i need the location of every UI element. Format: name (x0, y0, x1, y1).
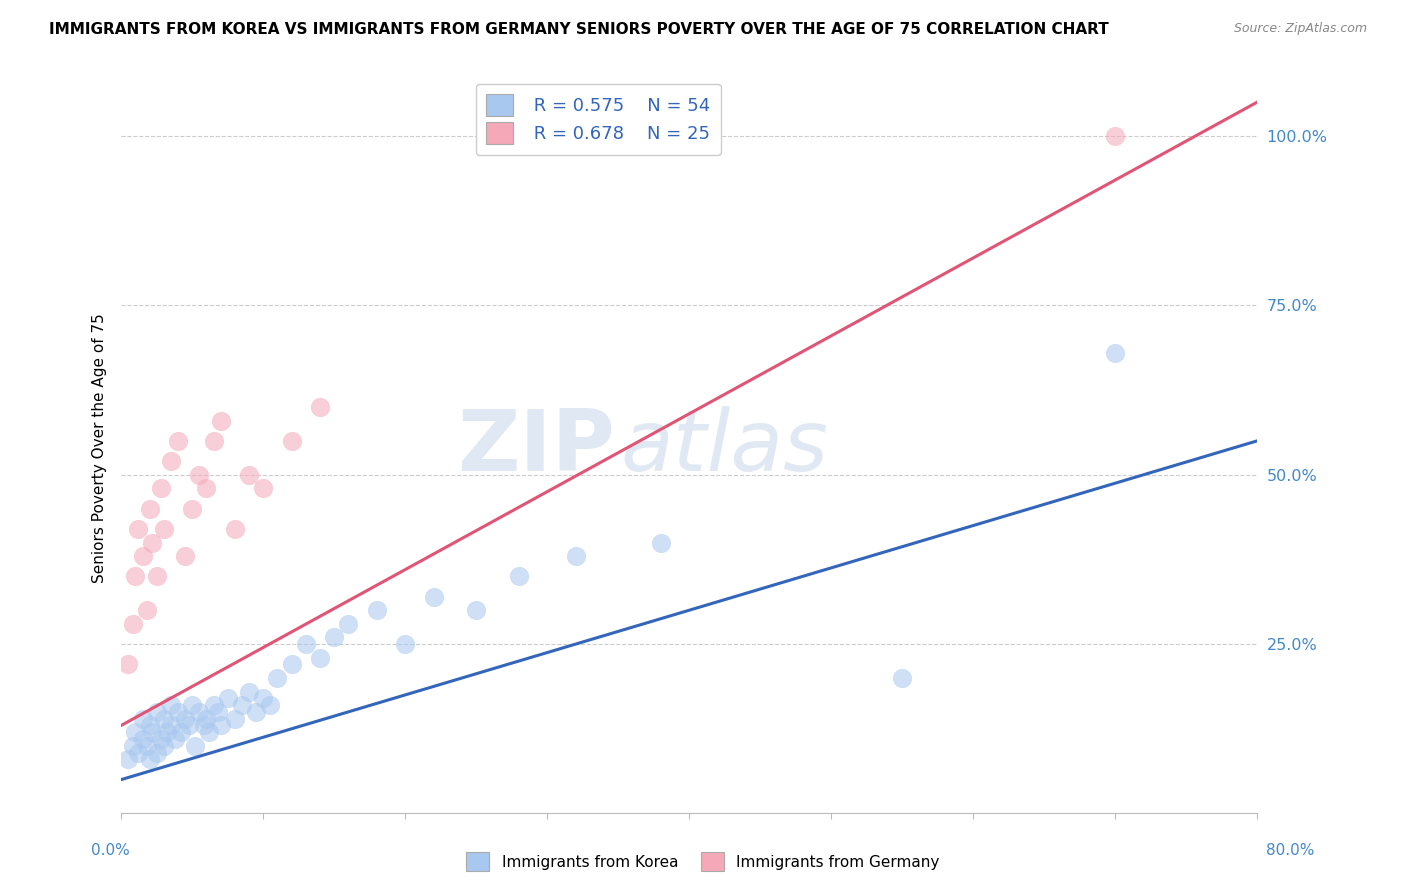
Point (422, 590, 444, 604)
Point (141, 725, 163, 739)
Point (145, 705, 167, 719)
Point (167, 434, 190, 448)
Point (153, 739, 176, 753)
Point (174, 712, 197, 726)
Y-axis label: Seniors Poverty Over the Age of 75: Seniors Poverty Over the Age of 75 (93, 313, 107, 582)
Point (238, 684, 260, 698)
Point (238, 467, 260, 482)
Point (156, 725, 179, 739)
Point (294, 637, 316, 651)
Point (127, 746, 149, 760)
Point (650, 535, 672, 549)
Point (117, 752, 139, 766)
Point (121, 616, 143, 631)
Point (181, 501, 204, 516)
Point (135, 739, 157, 753)
Point (160, 698, 183, 712)
Point (145, 569, 167, 583)
Point (280, 434, 302, 448)
Point (193, 718, 215, 732)
Point (174, 549, 197, 563)
Point (259, 698, 281, 712)
Point (131, 549, 153, 563)
Point (202, 698, 225, 712)
Point (117, 657, 139, 672)
Text: 0.0%: 0.0% (91, 843, 131, 858)
Legend:  R = 0.575    N = 54,  R = 0.678    N = 25: R = 0.575 N = 54, R = 0.678 N = 25 (475, 84, 721, 154)
Point (138, 718, 160, 732)
Text: ZIP: ZIP (457, 406, 616, 489)
Point (209, 414, 232, 428)
Point (153, 522, 176, 536)
Point (188, 467, 211, 482)
Text: 80.0%: 80.0% (1267, 843, 1315, 858)
Point (179, 718, 201, 732)
Point (160, 718, 183, 732)
Point (280, 657, 302, 672)
Point (465, 603, 488, 617)
Point (131, 712, 153, 726)
Point (153, 712, 176, 726)
Point (138, 501, 160, 516)
Point (195, 481, 218, 495)
Point (1104, 346, 1126, 360)
Legend: Immigrants from Korea, Immigrants from Germany: Immigrants from Korea, Immigrants from G… (460, 847, 946, 877)
Point (245, 705, 267, 719)
Point (184, 739, 207, 753)
Point (170, 725, 193, 739)
Text: IMMIGRANTS FROM KOREA VS IMMIGRANTS FROM GERMANY SENIORS POVERTY OVER THE AGE OF: IMMIGRANTS FROM KOREA VS IMMIGRANTS FROM… (49, 22, 1109, 37)
Point (165, 731, 187, 746)
Point (188, 705, 211, 719)
Point (564, 549, 586, 563)
Point (266, 671, 288, 685)
Point (138, 752, 160, 766)
Point (323, 631, 346, 645)
Point (252, 481, 274, 495)
Point (124, 725, 146, 739)
Point (891, 671, 914, 685)
Point (309, 650, 332, 665)
Point (207, 705, 229, 719)
Point (141, 535, 163, 549)
Point (224, 522, 246, 536)
Point (309, 400, 332, 414)
Point (508, 569, 530, 583)
Point (394, 637, 416, 651)
Point (124, 569, 146, 583)
Point (224, 712, 246, 726)
Point (195, 712, 218, 726)
Point (121, 739, 143, 753)
Point (145, 746, 167, 760)
Point (131, 731, 153, 746)
Point (231, 698, 253, 712)
Point (160, 454, 183, 468)
Point (127, 522, 149, 536)
Text: atlas: atlas (621, 406, 830, 489)
Point (149, 731, 172, 746)
Point (209, 718, 232, 732)
Point (181, 698, 204, 712)
Point (198, 725, 221, 739)
Point (337, 616, 360, 631)
Text: Source: ZipAtlas.com: Source: ZipAtlas.com (1233, 22, 1367, 36)
Point (366, 603, 388, 617)
Point (252, 691, 274, 706)
Point (135, 603, 157, 617)
Point (217, 691, 239, 706)
Point (1104, 129, 1126, 144)
Point (149, 481, 172, 495)
Point (202, 434, 225, 448)
Point (167, 705, 190, 719)
